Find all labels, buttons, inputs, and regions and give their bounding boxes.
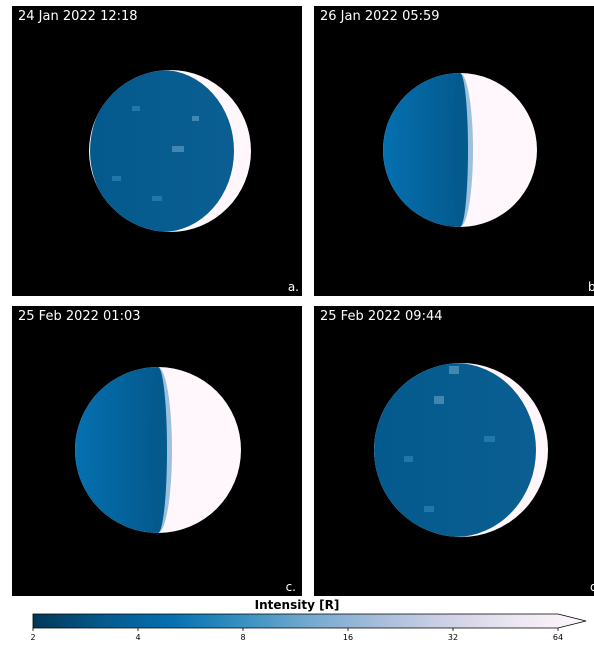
- panel-timestamp: 25 Feb 2022 01:03: [18, 309, 141, 324]
- colorbar-title: Intensity [R]: [254, 598, 340, 612]
- moon-disk-b: [383, 73, 537, 227]
- colorbar-tick-label: 64: [552, 633, 564, 642]
- panel-label: d.: [590, 580, 594, 594]
- colorbar: [32, 613, 587, 631]
- moon-disk-a: [89, 70, 251, 232]
- panel-label: a.: [287, 280, 299, 294]
- moon-disk-d: [374, 363, 548, 537]
- colorbar-tick-label: 4: [135, 633, 141, 642]
- panel-label: b.: [588, 280, 594, 294]
- panel-timestamp: 24 Jan 2022 12:18: [18, 9, 138, 24]
- colorbar-tick-label: 16: [342, 633, 354, 642]
- panel-timestamp: 25 Feb 2022 09:44: [320, 309, 443, 324]
- colorbar-tick-label: 2: [30, 633, 36, 642]
- image-panel-c: 25 Feb 2022 01:03 c.: [12, 306, 302, 596]
- panel-timestamp: 26 Jan 2022 05:59: [320, 9, 440, 24]
- panel-label: c.: [285, 580, 296, 594]
- image-panel-d: 25 Feb 2022 09:44 d.: [314, 306, 594, 596]
- image-panel-a: 24 Jan 2022 12:18 a.: [12, 6, 302, 296]
- image-panel-b: 26 Jan 2022 05:59 b.: [314, 6, 594, 296]
- colorbar-tick-label: 32: [447, 633, 459, 642]
- colorbar-tick-label: 8: [240, 633, 246, 642]
- moon-disk-c: [75, 367, 241, 533]
